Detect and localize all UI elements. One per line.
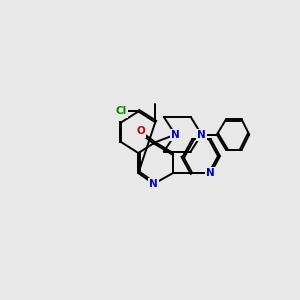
Text: N: N (171, 130, 180, 140)
Text: N: N (197, 130, 206, 140)
Text: Cl: Cl (116, 106, 127, 116)
Text: N: N (206, 168, 215, 178)
Text: O: O (136, 127, 145, 136)
Text: N: N (149, 179, 158, 189)
